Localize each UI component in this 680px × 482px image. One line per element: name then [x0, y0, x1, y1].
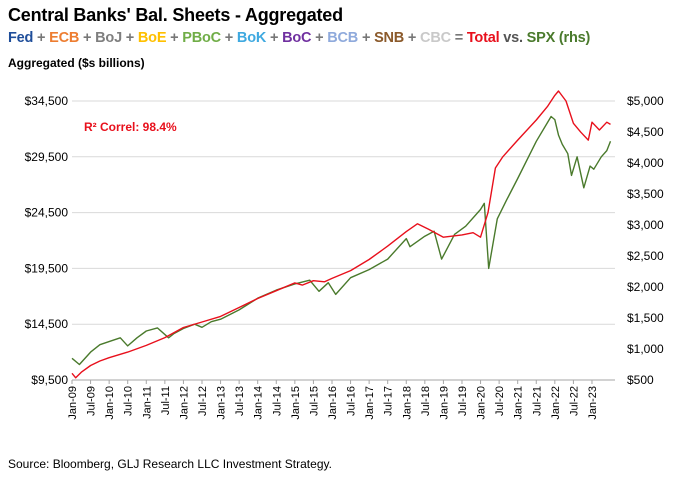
subtitle-part: + [224, 30, 234, 46]
subtitle-part: = [454, 30, 463, 46]
x-tick-label: Jan-12 [178, 386, 190, 420]
right-tick-label: $1,500 [627, 311, 664, 325]
x-tick-label: Jul-15 [308, 386, 320, 416]
x-tick-label: Jul-13 [234, 386, 246, 416]
x-tick-label: Jul-20 [494, 386, 506, 416]
x-tick-label: Jan-22 [550, 386, 562, 420]
subtitle-part: CBC [420, 30, 451, 46]
x-tick-label: Jan-10 [104, 386, 116, 420]
left-tick-label: $29,500 [25, 150, 69, 164]
correlation-annotation: R² Correl: 98.4% [84, 120, 177, 134]
subtitle-part: + [407, 30, 417, 46]
x-tick-label: Jul-18 [420, 386, 432, 416]
subtitle-part: SPX (rhs) [526, 30, 591, 46]
right-tick-label: $5,000 [627, 94, 664, 108]
right-tick-label: $500 [627, 373, 654, 387]
right-y-axis-ticks: $500 $1,000 $1,500 $2,000 $2,500 $3,000 $3,500… [627, 94, 664, 387]
subtitle-part: Fed [8, 30, 34, 46]
x-tick-label: Jan-16 [327, 386, 339, 420]
x-tick-label: Jan-15 [290, 386, 302, 420]
series-line-spx [71, 115, 612, 366]
x-tick-label: Jan-23 [587, 386, 599, 420]
left-tick-label: $14,500 [25, 317, 69, 331]
subtitle-part: BCB [327, 30, 359, 46]
x-tick-label: Jul-19 [457, 386, 469, 416]
left-tick-label: $24,500 [25, 206, 69, 220]
x-tick-label: Jan-14 [253, 386, 265, 420]
subtitle-part: PBoC [182, 30, 221, 46]
x-tick-label: Jan-13 [216, 386, 228, 420]
x-tick-label: Jan-18 [401, 386, 413, 420]
subtitle-part: SNB [374, 30, 405, 46]
right-tick-label: $4,500 [627, 125, 664, 139]
x-tick-label: Jan-11 [141, 386, 153, 419]
x-tick-label: Jan-17 [364, 386, 376, 420]
x-axis: Jan-09 Jul-09 Jan-10 Jul-10 Jan-11 Jul-11 Jan-… [67, 379, 615, 420]
subtitle-part: + [170, 30, 179, 46]
x-tick-label: Jul-17 [383, 386, 395, 416]
subtitle-part: + [125, 30, 135, 46]
subtitle-part: + [315, 30, 324, 46]
x-tick-label: Jan-21 [513, 386, 525, 420]
gridlines [72, 100, 615, 381]
right-tick-label: $3,500 [627, 187, 664, 201]
subtitle-part: + [269, 30, 279, 46]
right-tick-label: $2,500 [627, 249, 664, 263]
chart-subtitle: Fed + ECB + BoJ + BoE + PBoC + BoK + BoC… [8, 30, 590, 46]
subtitle-part: + [361, 30, 371, 46]
right-tick-label: $4,000 [627, 156, 664, 170]
subtitle-part: ECB [49, 30, 80, 46]
x-tick-label: Jan-20 [476, 386, 488, 420]
subtitle-part: + [37, 30, 46, 46]
x-tick-label: Jan-09 [67, 386, 79, 420]
left-y-axis-ticks: $9,500 $14,500 $19,500 $24,500 $29,500 $34,50… [25, 94, 69, 387]
subtitle-part: + [83, 30, 92, 46]
x-tick-label: Jul-12 [197, 386, 209, 416]
series-line-total [71, 90, 611, 379]
right-tick-label: $2,000 [627, 280, 664, 294]
x-tick-label: Jul-09 [86, 386, 98, 416]
y-axis-label: Aggregated ($s billions) [8, 56, 145, 70]
x-tick-label: Jul-16 [346, 386, 358, 416]
left-tick-label: $34,500 [25, 94, 69, 108]
subtitle-part: BoE [137, 30, 167, 46]
subtitle-part: BoK [236, 30, 267, 46]
right-tick-label: $3,000 [627, 218, 664, 232]
source-note: Source: Bloomberg, GLJ Research LLC Inve… [8, 457, 332, 471]
right-tick-label: $1,000 [627, 342, 664, 356]
subtitle-part: vs. [503, 30, 523, 46]
series-lines [71, 90, 612, 379]
x-tick-label: Jul-11 [160, 386, 172, 415]
x-tick-label: Jul-21 [531, 386, 543, 416]
x-tick-label: Jul-14 [271, 386, 283, 416]
x-tick-label: Jan-19 [438, 386, 450, 420]
x-tick-label: Jul-22 [568, 386, 580, 416]
left-tick-label: $19,500 [25, 261, 69, 275]
x-tick-label: Jul-10 [123, 386, 135, 416]
left-tick-label: $9,500 [31, 373, 68, 387]
subtitle-part: BoJ [95, 30, 122, 46]
chart-title: Central Banks' Bal. Sheets - Aggregated [8, 5, 343, 25]
subtitle-part: BoC [282, 30, 312, 46]
subtitle-part: Total [466, 30, 500, 46]
